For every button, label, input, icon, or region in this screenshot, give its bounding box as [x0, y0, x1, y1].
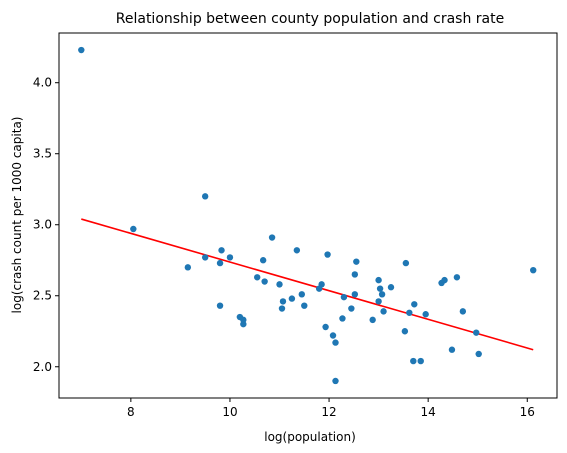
- data-point: [201, 193, 209, 200]
- y-tick-label: 4.0: [33, 76, 52, 90]
- data-point: [453, 274, 461, 281]
- y-tick-label: 3.0: [33, 218, 52, 232]
- data-point: [441, 276, 448, 284]
- data-point: [259, 257, 267, 264]
- data-point: [340, 293, 348, 301]
- data-point: [216, 259, 224, 267]
- data-point: [376, 285, 384, 292]
- data-point: [78, 46, 85, 54]
- data-point: [380, 308, 387, 315]
- x-axis-ticks: 8 10 12 14 16: [127, 398, 535, 419]
- y-tick-label: 2.0: [33, 360, 52, 374]
- data-point: [448, 346, 456, 353]
- data-point: [417, 357, 424, 365]
- regression-line-layer: [81, 218, 534, 351]
- data-point: [530, 266, 537, 274]
- data-point: [410, 357, 417, 365]
- data-point: [459, 308, 467, 315]
- x-tick-label: 10: [222, 405, 237, 419]
- data-point: [298, 291, 306, 298]
- data-point: [387, 284, 395, 291]
- data-point: [339, 315, 346, 322]
- data-point: [218, 247, 225, 254]
- data-point: [475, 350, 482, 358]
- data-point: [301, 302, 308, 309]
- data-point: [254, 274, 261, 281]
- data-point: [201, 254, 209, 261]
- data-point: [279, 298, 287, 305]
- data-point: [288, 295, 296, 302]
- data-point: [278, 305, 286, 312]
- y-tick-label: 3.5: [33, 147, 52, 161]
- y-axis-label: log(crash count per 1000 capita): [10, 117, 24, 314]
- x-axis-label: log(population): [264, 430, 356, 444]
- data-point: [351, 271, 359, 278]
- data-point: [375, 298, 382, 305]
- data-point: [130, 225, 137, 233]
- data-point: [184, 264, 192, 271]
- data-point: [353, 258, 360, 265]
- data-point: [369, 316, 376, 324]
- y-tick-label: 2.5: [33, 289, 52, 303]
- data-point: [276, 281, 283, 288]
- data-point: [422, 311, 429, 318]
- x-tick-label: 12: [321, 405, 336, 419]
- data-point: [402, 259, 410, 267]
- data-point: [226, 254, 234, 261]
- data-points-layer: [78, 46, 537, 385]
- data-point: [216, 302, 224, 309]
- data-point: [351, 291, 359, 298]
- data-point: [406, 309, 413, 316]
- data-point: [268, 234, 276, 241]
- data-point: [332, 339, 339, 346]
- data-point: [348, 305, 355, 312]
- data-point: [240, 316, 247, 324]
- data-point: [261, 278, 268, 285]
- data-point: [329, 332, 337, 339]
- y-axis-ticks: 2.0 2.5 3.0 3.5 4.0: [33, 76, 59, 374]
- x-tick-label: 16: [520, 405, 535, 419]
- regression-line: [81, 218, 534, 351]
- chart-title: Relationship between county population a…: [116, 11, 504, 27]
- data-point: [332, 377, 339, 385]
- data-point: [293, 247, 301, 254]
- x-tick-label: 8: [127, 405, 135, 419]
- data-point: [378, 291, 386, 298]
- data-point: [401, 328, 409, 335]
- x-tick-label: 14: [421, 405, 436, 419]
- data-point: [411, 301, 418, 308]
- data-point: [324, 251, 331, 258]
- data-point: [318, 281, 325, 288]
- data-point: [473, 329, 480, 336]
- data-point: [322, 323, 329, 331]
- plot-area-frame: [58, 32, 558, 399]
- data-point: [375, 276, 382, 284]
